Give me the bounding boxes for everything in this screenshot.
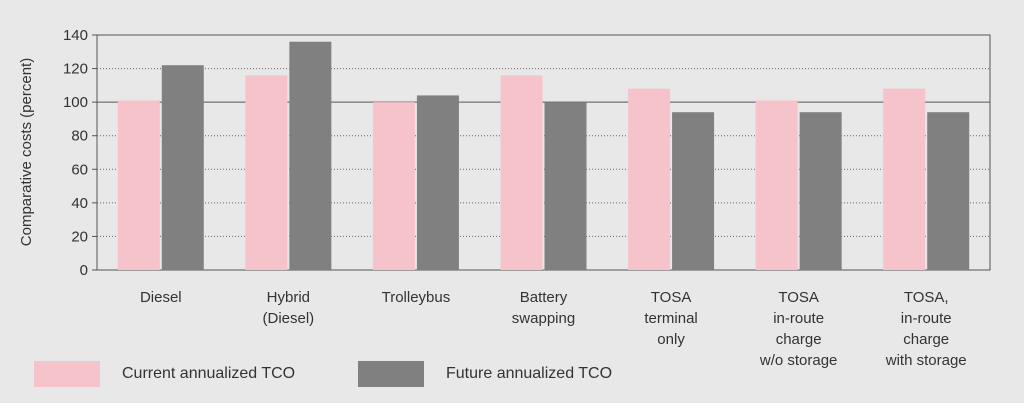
x-tick-label-line: TOSA, bbox=[904, 289, 949, 306]
x-tick-label-line: charge bbox=[903, 331, 949, 348]
legend-label-current: Current annualized TCO bbox=[122, 365, 296, 382]
x-tick-label-line: in-route bbox=[901, 310, 952, 327]
bar-future-2 bbox=[416, 95, 459, 270]
x-tick-label-line: charge bbox=[776, 331, 822, 348]
bar-future-4 bbox=[672, 112, 715, 270]
x-tick-label-line: only bbox=[657, 331, 685, 348]
x-tick-label-line: (Diesel) bbox=[263, 310, 315, 327]
y-tick-labels: 0 20 40 60 80 100 120 140 bbox=[63, 27, 88, 279]
legend-swatch-future bbox=[358, 361, 424, 387]
y-axis-title: Comparative costs (percent) bbox=[18, 58, 35, 246]
x-tick-labels: Diesel Hybrid (Diesel) Trolleybus Battery swa… bbox=[140, 289, 967, 369]
legend-swatch-current bbox=[34, 361, 100, 387]
bar-current-0 bbox=[117, 100, 160, 270]
bar-future-1 bbox=[289, 41, 332, 270]
legend-label-future: Future annualized TCO bbox=[446, 365, 613, 382]
bar-current-1 bbox=[245, 75, 288, 271]
y-tick-label: 60 bbox=[71, 161, 88, 178]
legend-item-future: Future annualized TCO bbox=[358, 360, 612, 388]
x-tick-label-line: swapping bbox=[512, 310, 575, 327]
bar-future-5 bbox=[799, 112, 842, 270]
bar-future-0 bbox=[161, 65, 204, 270]
x-tick-label-line: w/o storage bbox=[759, 352, 838, 369]
y-tick-label: 80 bbox=[71, 128, 88, 145]
y-tick-label: 40 bbox=[71, 195, 88, 212]
x-tick-label: Hybrid (Diesel) bbox=[263, 289, 315, 327]
x-tick-label: TOSA, in-route charge with storage bbox=[885, 289, 967, 369]
x-tick-label-line: terminal bbox=[644, 310, 697, 327]
y-tick-label: 0 bbox=[80, 262, 88, 279]
bar-current-2 bbox=[372, 102, 415, 271]
bar-future-6 bbox=[927, 112, 970, 270]
x-tick-label-line: Hybrid bbox=[267, 289, 310, 306]
x-tick-label-line: Battery bbox=[520, 289, 568, 306]
y-tick-label: 120 bbox=[63, 61, 88, 78]
x-tick-label: Battery swapping bbox=[512, 289, 575, 327]
x-tick-label-line: with storage bbox=[885, 352, 967, 369]
bar-current-4 bbox=[628, 88, 671, 270]
x-tick-label: Diesel bbox=[140, 289, 182, 306]
x-tick-label: Trolleybus bbox=[382, 289, 451, 306]
y-tick-label: 20 bbox=[71, 228, 88, 245]
plot-frame bbox=[96, 34, 991, 271]
bar-current-6 bbox=[883, 88, 926, 270]
bar-future-3 bbox=[544, 102, 587, 271]
bars bbox=[117, 41, 970, 271]
x-tick-label-line: TOSA bbox=[778, 289, 819, 306]
x-tick-label-line: Trolleybus bbox=[382, 289, 451, 306]
y-tick-label: 140 bbox=[63, 27, 88, 44]
x-tick-label: TOSA in-route charge w/o storage bbox=[759, 289, 838, 369]
legend-item-current: Current annualized TCO bbox=[34, 360, 295, 388]
bar-current-5 bbox=[755, 100, 798, 270]
y-tick-label: 100 bbox=[63, 94, 88, 111]
x-tick-label-line: in-route bbox=[773, 310, 824, 327]
x-tick-label-line: TOSA bbox=[651, 289, 692, 306]
x-tick-label-line: Diesel bbox=[140, 289, 182, 306]
x-tick-label: TOSA terminal only bbox=[644, 289, 697, 348]
bar-current-3 bbox=[500, 75, 543, 271]
